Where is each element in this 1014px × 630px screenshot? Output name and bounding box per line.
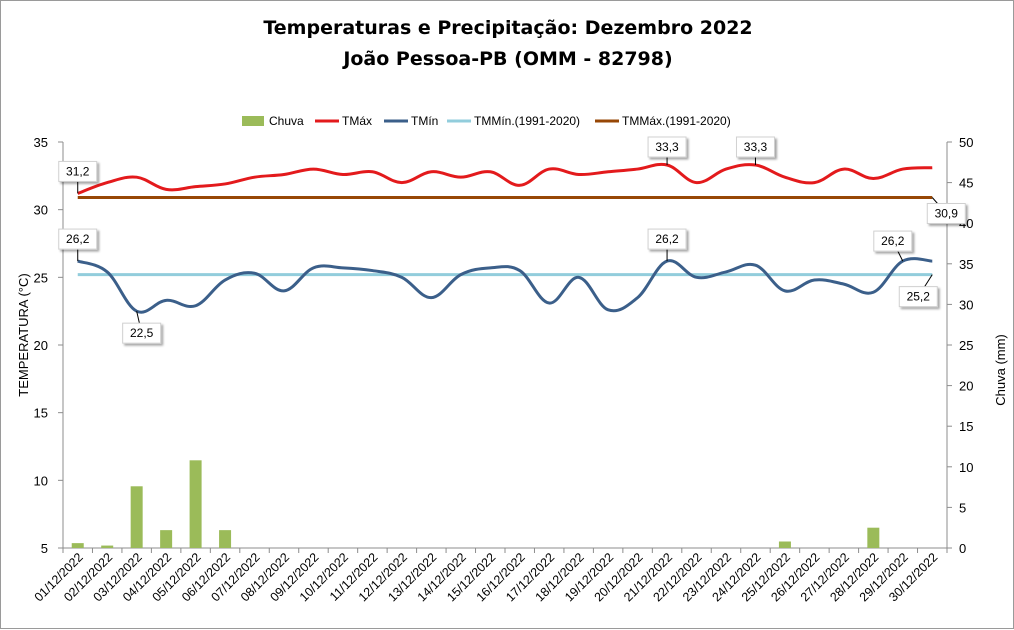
bar-chuva: [71, 543, 84, 548]
callout-box: [58, 228, 98, 250]
data-label-callout: 22,5: [122, 311, 162, 344]
data-label: 26,2: [66, 232, 90, 246]
callout-box: [898, 286, 938, 308]
data-label: 33,3: [655, 140, 679, 154]
y-right-tick-label: 20: [959, 379, 973, 394]
bar-chuva: [130, 486, 143, 548]
chart-title-line2: João Pessoa-PB (OMM - 82798): [341, 48, 672, 70]
data-label-callout: 30,9: [926, 197, 966, 224]
callout-box: [647, 228, 687, 250]
bar-chuva: [189, 460, 202, 548]
y-right-tick-label: 30: [959, 297, 973, 312]
y-right-tick-label: 35: [959, 257, 973, 272]
series-chuva: [71, 460, 880, 548]
y-left-tick-label: 20: [34, 338, 48, 353]
y-left-tick-label: 25: [34, 270, 48, 285]
series-tmin-line: [77, 257, 933, 314]
data-label-callout: 25,2: [898, 274, 938, 308]
y-right-tick-label: 45: [959, 176, 973, 191]
legend-label-3: TMMín.(1991-2020): [474, 114, 580, 128]
legend-label-0: Chuva: [269, 114, 304, 128]
callout-box: [58, 160, 98, 182]
data-label: 33,3: [744, 140, 768, 154]
y-right-tick-label: 5: [959, 500, 966, 515]
callout-box: [647, 136, 687, 158]
y-right-tick-label: 0: [959, 541, 966, 556]
y-right-tick-label: 10: [959, 460, 973, 475]
data-label-callout: 33,3: [735, 136, 775, 166]
callout-box: [122, 322, 162, 344]
data-label: 31,2: [66, 164, 90, 178]
callout-box: [735, 136, 775, 158]
data-label-callout: 31,2: [58, 160, 98, 194]
y-right-tick-label: 50: [959, 135, 973, 150]
data-label: 30,9: [935, 206, 959, 220]
data-label-callout: 33,3: [647, 136, 687, 166]
data-label-callout: 26,2: [873, 230, 913, 262]
chart-title-line1: Temperaturas e Precipitação: Dezembro 20…: [263, 17, 752, 39]
bar-chuva: [101, 545, 114, 548]
legend-label-2: TMín: [411, 114, 438, 128]
data-label: 25,2: [907, 290, 931, 304]
y-axis-left-title: TEMPERATURA (°C): [16, 273, 31, 396]
y-axis-right-title: Chuva (mm): [993, 334, 1008, 406]
data-label-callout: 26,2: [647, 228, 687, 262]
bar-chuva: [219, 530, 232, 548]
bar-chuva: [778, 541, 791, 548]
callout-box: [873, 230, 913, 252]
legend: Chuva TMáx TMín TMMín.(1991-2020) TMMáx.(199…: [242, 114, 731, 128]
legend-label-4: TMMáx.(1991-2020): [622, 114, 731, 128]
y-left-tick-label: 10: [34, 473, 48, 488]
data-label: 22,5: [130, 326, 154, 340]
y-right-tick-label: 15: [959, 419, 973, 434]
y-left-tick-label: 15: [34, 406, 48, 421]
bar-chuva: [867, 527, 880, 548]
legend-swatch-0: [242, 116, 264, 126]
data-label: 26,2: [881, 234, 905, 248]
bar-chuva: [160, 530, 173, 548]
series-tmax-line: [77, 162, 933, 195]
callout-box: [926, 202, 966, 224]
legend-label-1: TMáx: [342, 114, 372, 128]
y-left-tick-label: 5: [41, 541, 48, 556]
data-label: 26,2: [655, 232, 679, 246]
y-left-tick-label: 35: [34, 135, 48, 150]
data-label-callout: 26,2: [58, 228, 98, 262]
y-left-tick-label: 30: [34, 203, 48, 218]
y-right-tick-label: 25: [959, 338, 973, 353]
